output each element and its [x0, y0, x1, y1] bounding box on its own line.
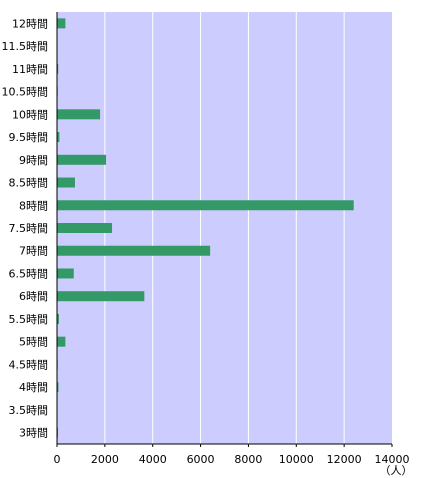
- bar-4時間: [57, 382, 59, 393]
- category-label: 6時間: [19, 290, 48, 303]
- category-label: 5時間: [19, 336, 48, 349]
- plot-area: [57, 12, 392, 444]
- category-labels: 12時間 11.5時間 11時間 10.5時間 10時間 9.5時間 9時間 8.5時間 8時間…: [2, 17, 49, 439]
- category-label: 9時間: [19, 154, 48, 167]
- bar-12時間: [57, 18, 66, 29]
- category-label: 8時間: [19, 199, 48, 212]
- bar-10時間: [57, 109, 101, 120]
- gridlines: [104, 12, 345, 444]
- category-label: 5.5時間: [9, 313, 49, 326]
- category-label: 11時間: [12, 63, 48, 76]
- x-tick-label: 8000: [234, 453, 262, 466]
- x-tick-label: 10000: [279, 453, 314, 466]
- category-label: 4.5時間: [9, 358, 49, 371]
- x-tick-label: 2000: [91, 453, 119, 466]
- category-label: 8.5時間: [9, 177, 49, 190]
- bar-9時間: [57, 154, 107, 165]
- bar-7時間: [57, 245, 211, 256]
- x-tick-label: 0: [54, 453, 61, 466]
- category-label: 3.5時間: [9, 404, 49, 417]
- unit-label: （人）: [380, 464, 413, 477]
- category-label: 4時間: [19, 381, 48, 394]
- category-label: 11.5時間: [2, 40, 49, 53]
- bar-8.5時間: [57, 177, 75, 188]
- x-tick-label: 6000: [187, 453, 215, 466]
- bar-5時間: [57, 336, 66, 347]
- category-label: 10時間: [12, 108, 48, 121]
- x-tick-label: 14000: [375, 453, 410, 466]
- bar-5.5時間: [57, 313, 59, 324]
- bar-8時間: [57, 200, 354, 211]
- bar-6時間: [57, 291, 145, 302]
- x-tick-label: 12000: [327, 453, 362, 466]
- category-label: 7時間: [19, 245, 48, 258]
- bar-11時間: [57, 63, 59, 74]
- category-label: 12時間: [12, 17, 48, 30]
- bar-7.5時間: [57, 223, 113, 233]
- x-tick-label: 4000: [139, 453, 167, 466]
- bars: [57, 18, 354, 438]
- category-label: 6.5時間: [9, 267, 49, 280]
- category-label: 3時間: [19, 427, 48, 440]
- bar-6.5時間: [57, 268, 74, 279]
- bar-9.5時間: [57, 132, 60, 143]
- category-label: 9.5時間: [9, 131, 49, 144]
- category-label: 10.5時間: [2, 86, 49, 99]
- category-label: 7.5時間: [9, 222, 49, 235]
- x-tick-labels: 0 2000 4000 6000 8000 10000 12000 14000: [54, 444, 410, 466]
